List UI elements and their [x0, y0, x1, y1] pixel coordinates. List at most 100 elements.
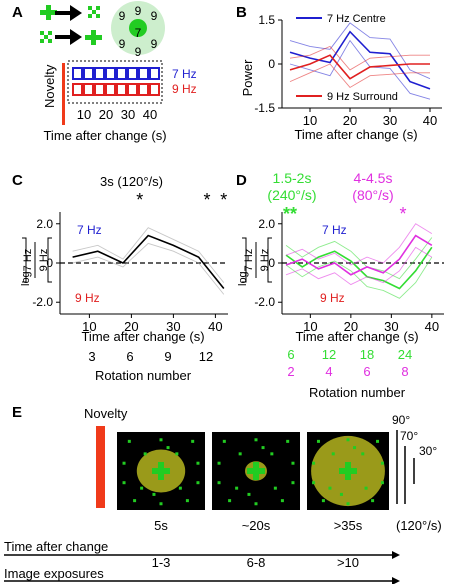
- x-tick-label: 40: [423, 113, 437, 128]
- stimulus-dot: [178, 486, 182, 490]
- stimulus-dot: [217, 481, 221, 485]
- stimulus-dot: [122, 481, 126, 485]
- stimulus-dot: [159, 438, 163, 442]
- legend-9hz-surround: 9 Hz Surround: [327, 91, 398, 103]
- square-9hz: [83, 83, 94, 96]
- time-axis-label: Time after change: [4, 539, 108, 554]
- significance-asterisk: *: [220, 190, 227, 210]
- stimulus-dot: [217, 461, 221, 465]
- panel-e: E Novelty 90° 70° 30° (120°/s) 5s ~20s >35…: [4, 404, 442, 584]
- square-9hz: [105, 83, 116, 96]
- stimulus-dot: [159, 502, 163, 506]
- significance-asterisk: *: [203, 190, 210, 210]
- stimulus-cross-icon: [152, 462, 170, 480]
- stimulus-dot: [143, 452, 147, 456]
- stimulus-dot: [331, 452, 335, 456]
- x-tick-label: 20: [343, 113, 357, 128]
- y-tick-label: 2.0: [36, 217, 53, 231]
- square-9hz: [138, 83, 149, 96]
- panel-e-letter: E: [12, 404, 22, 421]
- centre-digit: 7: [135, 26, 142, 40]
- rotation-number: 4: [325, 364, 332, 379]
- ylabel-7hz: 7 Hz: [22, 249, 34, 272]
- panel-d: D 1.5-2s (240°/s) 4-4.5s (80°/s) log 7 H…: [236, 170, 444, 400]
- time-tick-label: 10: [77, 107, 91, 122]
- rotation-number: 3: [88, 349, 95, 364]
- series-band-upper: [285, 237, 433, 280]
- stimulus-dot: [380, 461, 384, 465]
- square-9hz: [127, 83, 138, 96]
- time-tick-label: 40: [143, 107, 157, 122]
- stimulus-dot: [238, 452, 242, 456]
- scale-70-label: 70°: [400, 429, 418, 443]
- time-tick-label: 30: [121, 107, 135, 122]
- legend-9hz: 9 Hz: [172, 82, 197, 96]
- square-9hz: [72, 83, 83, 96]
- rotation-number: 12: [322, 347, 336, 362]
- arrow-right-icon: [55, 5, 82, 21]
- rotation-number: 6: [287, 347, 294, 362]
- y-tick-label: -1.5: [254, 101, 275, 115]
- panel-d-xlabel: Time after change (s): [295, 329, 418, 344]
- square-7hz: [72, 67, 83, 80]
- y-tick-label: 2.0: [258, 217, 275, 231]
- bracket-right: [47, 237, 52, 283]
- rotation-number: 12: [199, 349, 213, 364]
- ring-digit: 9: [135, 4, 142, 18]
- time-ticks: 10 20 30 40: [77, 107, 157, 122]
- significance-asterisk: *: [399, 204, 406, 224]
- stimulus-dot: [380, 481, 384, 485]
- exposure-label: 1-3: [152, 555, 171, 570]
- stimulus-dot: [191, 439, 195, 443]
- x-tick-label: 30: [383, 113, 397, 128]
- stimulus-dot: [339, 492, 343, 496]
- panel-d-rotation-label: Rotation number: [309, 385, 406, 400]
- stimulus-dot: [175, 452, 179, 456]
- series-line: [289, 54, 430, 80]
- x-tick-label: 20: [124, 319, 138, 334]
- speed-label: (120°/s): [396, 518, 442, 533]
- rotation-squares: [72, 67, 160, 96]
- title-magenta-1: 4-4.5s: [354, 170, 393, 186]
- bracket-left: [22, 237, 27, 283]
- y-tick-label: 0: [46, 256, 53, 270]
- title-green-1: 1.5-2s: [273, 170, 312, 186]
- stimulus-dot: [222, 439, 226, 443]
- stimulus-dot: [328, 486, 332, 490]
- significance-asterisk: *: [136, 190, 143, 210]
- series-band-upper: [289, 45, 430, 71]
- stimulus-dot: [286, 439, 290, 443]
- title-green-2: (240°/s): [267, 187, 316, 203]
- series-line: [289, 30, 431, 90]
- checker-icon: [88, 6, 100, 18]
- square-7hz: [83, 67, 94, 80]
- square-7hz: [116, 67, 127, 80]
- stimulus-dot: [291, 461, 295, 465]
- x-tick-label: 30: [166, 319, 180, 334]
- stimulus-dot: [140, 486, 144, 490]
- series-band-lower: [285, 256, 433, 299]
- novelty-bar: [62, 63, 65, 125]
- x-tick-label: 40: [425, 319, 439, 334]
- exposure-axis-label: Image exposures: [4, 566, 104, 581]
- stimulus-dot: [353, 446, 357, 450]
- series-band-lower: [72, 242, 225, 295]
- bracket-right: [267, 237, 272, 283]
- square-9hz: [116, 83, 127, 96]
- arrow-right-icon: [55, 29, 82, 45]
- panel-b-letter: B: [236, 4, 247, 21]
- series-band-lower: [285, 246, 433, 286]
- time-axes: 5s ~20s >35s 1-3 6-8 >10: [4, 518, 400, 584]
- stimulus-dot: [127, 439, 131, 443]
- log-ratio-ylabel: log 7 Hz 9 Hz: [20, 237, 52, 286]
- stimulus-cross-icon: [339, 462, 357, 480]
- stimulus-dot: [254, 502, 258, 506]
- exposure-label: >10: [337, 555, 359, 570]
- log-ratio-ylabel: log 7 Hz 9 Hz: [237, 237, 272, 286]
- stimulus-dot: [346, 502, 350, 506]
- stimulus-dot: [346, 438, 350, 442]
- stimulus-dot: [376, 439, 380, 443]
- chart-c: -2.0 0 2.0 10 20 30 40 * * *: [32, 190, 228, 334]
